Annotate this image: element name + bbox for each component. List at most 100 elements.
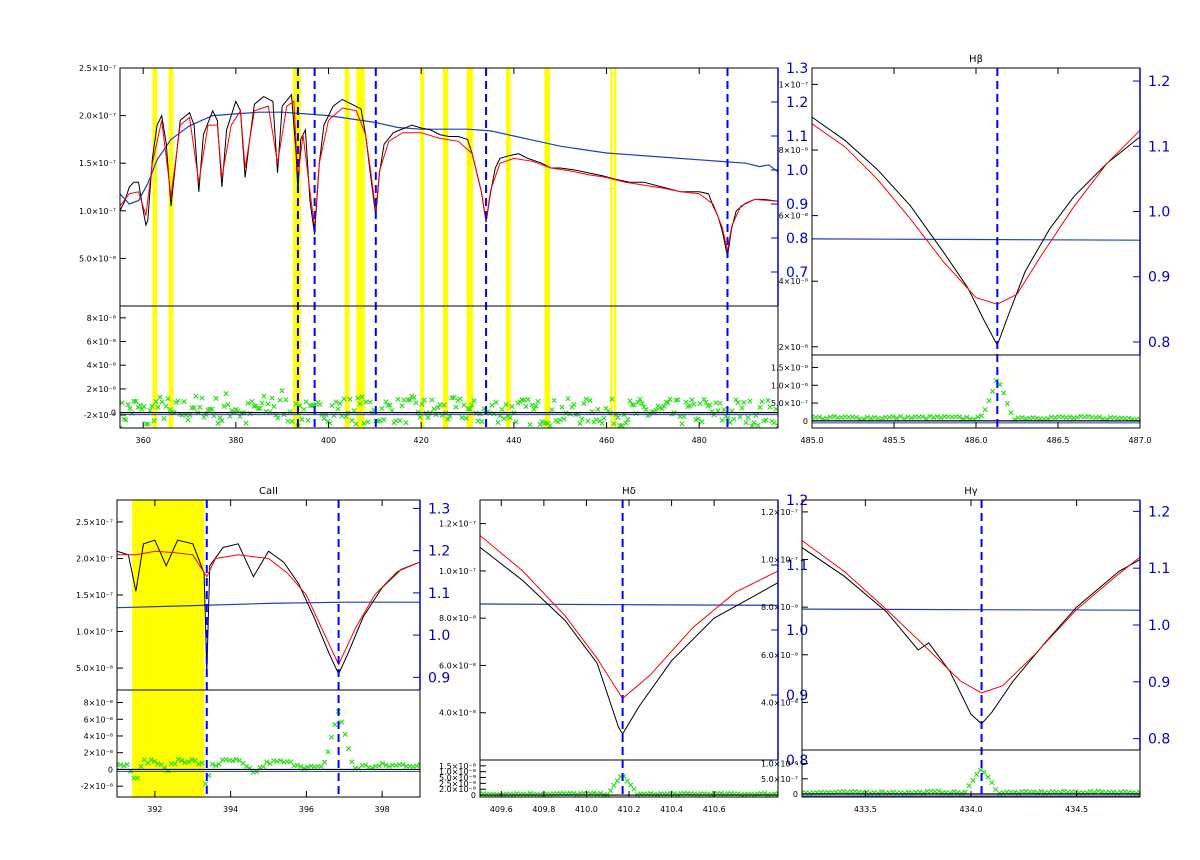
residual-point xyxy=(581,400,587,407)
residual-point xyxy=(816,414,822,420)
residual-point xyxy=(407,397,413,403)
residual-panel xyxy=(812,377,1140,424)
x-tick-label: 409.8 xyxy=(532,805,555,814)
residual-point xyxy=(243,763,249,769)
x-tick-label: 440 xyxy=(506,436,521,445)
residual-point xyxy=(271,403,277,410)
residual-point xyxy=(197,404,203,410)
x-tick-label: 420 xyxy=(414,436,429,445)
masked-region xyxy=(442,68,449,428)
residual-point xyxy=(1122,788,1128,795)
residual-point xyxy=(631,786,637,792)
residual-point xyxy=(1023,788,1029,794)
residual-point xyxy=(739,405,745,411)
residual-point xyxy=(727,419,733,426)
masked-region xyxy=(610,68,613,428)
residual-point xyxy=(349,417,355,424)
residual-point xyxy=(985,774,991,780)
continuum-ratio-line xyxy=(117,601,420,609)
masked-region xyxy=(356,68,365,428)
residual-point xyxy=(561,416,567,422)
residual-point xyxy=(243,420,249,426)
masked-region xyxy=(152,68,158,428)
residual-point xyxy=(305,764,311,770)
y2-tick-label: 1.3 xyxy=(786,61,808,77)
residual-point xyxy=(277,397,283,403)
model-fit-line xyxy=(120,100,778,251)
residual-point xyxy=(469,402,475,408)
residual-point xyxy=(117,762,124,768)
residual-point xyxy=(217,415,223,421)
panel-full-spectrum: 360 380 400 420 440 460 480 5.0×10⁻⁸ 1.0×10⁻⁷ 1.5… xyxy=(79,61,808,445)
residual-point xyxy=(1096,414,1103,420)
residual-point xyxy=(385,402,391,408)
residual-point xyxy=(202,781,209,787)
model-fit-line xyxy=(812,123,1140,305)
residual-point xyxy=(1045,416,1051,422)
residual-point xyxy=(175,756,181,763)
panel-title: Hγ xyxy=(964,486,978,497)
residual-point xyxy=(986,398,992,404)
residual-point xyxy=(1001,390,1007,396)
residual-point xyxy=(1031,789,1037,795)
residual-point xyxy=(665,400,671,406)
residual-point xyxy=(737,414,743,420)
residual-point xyxy=(345,745,352,752)
residual-point xyxy=(1067,414,1073,420)
residual-point xyxy=(479,419,485,425)
residual-point xyxy=(376,763,382,769)
x-tick-label: 400 xyxy=(321,436,336,445)
residual-point xyxy=(757,404,763,410)
residual-point xyxy=(897,413,904,419)
residual-point xyxy=(1008,409,1014,416)
residual-point xyxy=(609,396,615,402)
residual-point xyxy=(637,396,643,402)
y2-tick-label: 1.2 xyxy=(786,493,808,509)
x-tick-label: 485.5 xyxy=(883,436,906,445)
residual-point xyxy=(695,416,701,422)
residual-point xyxy=(872,414,878,420)
y-tick-label: 1×10⁻⁷ xyxy=(779,80,808,89)
residual-point xyxy=(1095,788,1101,794)
residual-point xyxy=(975,414,981,420)
residual-tick-label: 0 xyxy=(793,790,798,799)
residual-point xyxy=(277,758,284,764)
model-fit-line xyxy=(802,540,1140,694)
residual-point xyxy=(1085,413,1092,420)
residual-point xyxy=(767,404,773,410)
residual-point xyxy=(127,405,133,412)
residual-point xyxy=(527,421,533,428)
residual-point xyxy=(431,406,437,412)
residual-point xyxy=(363,399,369,405)
residual-point xyxy=(905,414,911,420)
residual-point xyxy=(587,397,593,404)
residual-point xyxy=(365,419,371,425)
residual-point xyxy=(138,763,144,770)
residual-point xyxy=(355,395,361,401)
residual-tick-label: 1.5×10⁻⁸ xyxy=(439,762,476,771)
residual-point xyxy=(216,761,222,767)
residual-point xyxy=(417,761,420,768)
y2-tick-label: 1.2 xyxy=(1148,74,1170,90)
residual-point xyxy=(189,756,195,763)
residual-point xyxy=(763,417,769,423)
residual-point xyxy=(161,415,167,422)
residual-tick-label: 2.0×10⁻⁹ xyxy=(439,785,476,794)
residual-point xyxy=(341,396,347,402)
residual-point xyxy=(579,416,585,422)
residual-point xyxy=(149,403,155,409)
residual-point xyxy=(151,418,157,424)
panel-hdelta: 409.6 409.8 410.0 410.2 410.4 410.6 4.0×10⁻⁸ 6.… xyxy=(439,486,808,814)
residual-point xyxy=(249,398,255,405)
panel-hbeta: 485.0 485.5 486.0 486.5 487.0 2×10⁻⁸ 4×10⁻⁸ 6×1… xyxy=(771,54,1170,445)
residual-point xyxy=(1030,414,1036,421)
panel-title: CaII xyxy=(259,486,278,497)
residual-point xyxy=(679,421,685,427)
residual-point xyxy=(361,420,367,427)
y2-tick-label: 1.0 xyxy=(786,623,808,639)
residual-tick-label: 2×10⁻⁸ xyxy=(84,749,113,758)
residual-point xyxy=(199,395,205,401)
residual-tick-label: 0 xyxy=(471,791,476,800)
residual-point xyxy=(513,419,519,425)
residual-tick-label: 1.0×10⁻⁶ xyxy=(761,760,798,769)
